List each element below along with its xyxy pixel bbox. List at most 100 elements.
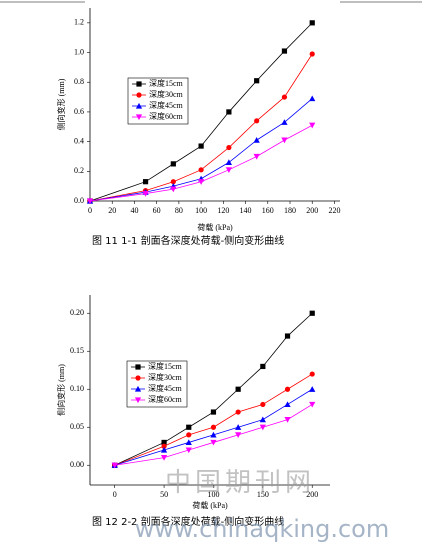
y-axis-label: 侧向变形 (mm) <box>56 78 66 130</box>
legend-label: 深度15cm <box>149 78 184 88</box>
marker <box>210 439 217 446</box>
y-tick-label: 0.00 <box>70 460 84 469</box>
legend-marker <box>135 102 143 109</box>
x-tick-label: 160 <box>262 206 274 215</box>
x-tick-label: 20 <box>108 206 116 215</box>
legend-label: 深度60cm <box>149 111 184 121</box>
marker <box>185 447 192 454</box>
series-line <box>114 373 313 466</box>
x-tick-label: 0 <box>88 206 92 215</box>
x-tick-label: 120 <box>217 206 229 215</box>
marker <box>226 109 232 115</box>
series-line <box>89 53 313 202</box>
marker <box>284 333 291 339</box>
marker <box>254 78 260 84</box>
y-tick-label: 0.05 <box>70 422 84 431</box>
y-tick-label: 0.20 <box>70 308 84 317</box>
marker <box>284 401 291 408</box>
marker <box>170 186 177 193</box>
marker <box>309 122 316 129</box>
legend-marker <box>135 375 141 381</box>
watermark-url: www.chinaqking.com <box>135 515 389 543</box>
marker <box>198 167 204 173</box>
legend-marker <box>134 385 142 392</box>
marker <box>86 198 94 205</box>
marker <box>160 455 168 461</box>
x-axis-label: 荷载 (kPa) <box>192 500 228 510</box>
legend-label: 深度15cm <box>148 361 183 371</box>
watermark-text: 中国期刊网 <box>165 468 315 497</box>
y-tick-label: 1.2 <box>74 18 84 27</box>
y-tick-label: 0.10 <box>70 384 84 393</box>
x-tick-label: 200 <box>306 490 318 499</box>
marker <box>309 95 316 102</box>
marker <box>260 401 266 408</box>
marker <box>309 371 315 377</box>
marker <box>142 179 149 185</box>
y-axis-label: 侧向变形 (mm) <box>56 364 66 416</box>
series-line <box>89 98 313 202</box>
marker <box>235 432 242 438</box>
marker <box>235 386 241 392</box>
marker <box>309 51 315 57</box>
series-line <box>89 22 313 202</box>
marker <box>253 153 260 160</box>
y-tick-label: 0.4 <box>74 136 84 145</box>
legend-marker <box>135 114 143 121</box>
marker <box>309 20 315 26</box>
marker <box>259 424 266 431</box>
y-tick-label: 0.0 <box>74 196 84 205</box>
marker <box>281 137 288 144</box>
marker <box>185 439 192 446</box>
marker <box>284 386 291 392</box>
marker <box>225 159 233 165</box>
series-line <box>114 404 313 466</box>
marker <box>309 310 315 316</box>
marker <box>186 432 192 438</box>
chart-title: 图 12 2-2 剖面各深度处荷载-侧向变形曲线 <box>92 515 284 528</box>
marker <box>210 424 217 430</box>
marker <box>309 386 316 392</box>
y-tick-label: 0.15 <box>70 346 84 355</box>
marker <box>210 409 217 415</box>
legend-marker <box>135 364 141 370</box>
x-axis-label: 荷载 (kPa) <box>197 222 233 232</box>
marker <box>170 179 176 185</box>
marker <box>111 462 118 469</box>
x-tick-label: 140 <box>240 206 252 215</box>
marker <box>210 431 217 438</box>
marker <box>161 439 167 446</box>
marker <box>309 401 316 408</box>
series-line <box>114 312 313 466</box>
marker <box>170 161 176 167</box>
y-tick-label: 0.2 <box>74 166 84 175</box>
marker <box>260 363 266 370</box>
y-tick-label: 1.0 <box>74 47 84 56</box>
legend-label: 深度60cm <box>148 394 183 404</box>
x-tick-label: 50 <box>160 490 168 499</box>
marker <box>235 409 241 415</box>
legend-label: 深度45cm <box>148 383 183 393</box>
x-tick-label: 220 <box>328 206 340 215</box>
legend-label: 深度45cm <box>149 100 184 110</box>
legend-marker <box>134 397 142 404</box>
x-tick-label: 180 <box>284 206 296 215</box>
marker <box>161 443 167 449</box>
x-tick-label: 150 <box>257 490 269 499</box>
legend-label: 深度30cm <box>149 89 184 99</box>
y-tick-label: 0.6 <box>74 107 84 116</box>
marker <box>225 167 233 173</box>
series-line <box>89 124 313 202</box>
x-tick-label: 100 <box>195 206 207 215</box>
series-line <box>114 388 313 466</box>
marker <box>259 416 266 423</box>
legend-marker <box>136 81 142 87</box>
marker <box>284 417 291 423</box>
marker <box>142 190 149 197</box>
x-tick-label: 200 <box>306 206 318 215</box>
marker <box>235 424 242 430</box>
marker <box>281 94 288 100</box>
marker <box>226 144 232 151</box>
